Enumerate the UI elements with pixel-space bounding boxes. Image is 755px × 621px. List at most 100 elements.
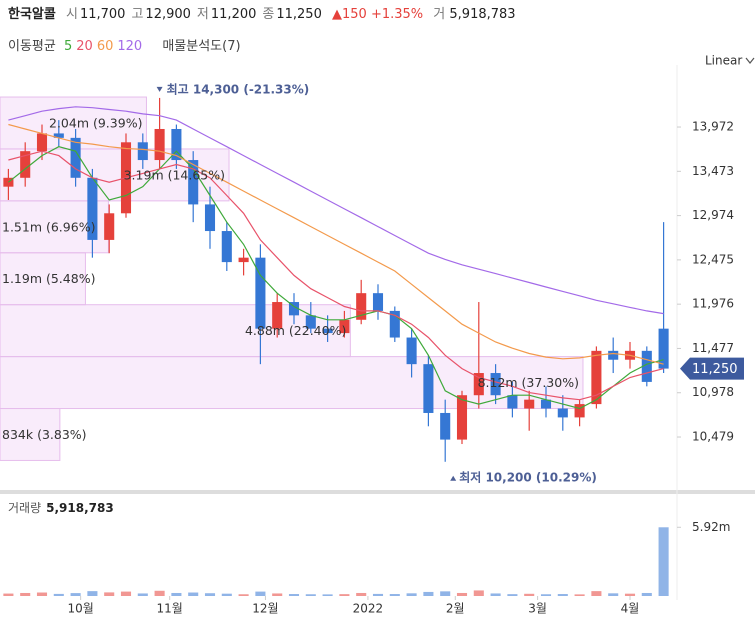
candle-body bbox=[288, 302, 300, 316]
analysis-toggle[interactable]: 매물분석도(7) bbox=[162, 39, 241, 54]
volume-bar bbox=[188, 592, 199, 596]
volume-bar bbox=[540, 594, 552, 596]
candle-body bbox=[20, 151, 31, 178]
x-tick-label: 10월 bbox=[67, 602, 93, 616]
legend-items: 5 20 60 120 bbox=[64, 39, 146, 54]
volume-bar bbox=[658, 527, 669, 596]
y-tick-label: 10,978 bbox=[692, 385, 734, 399]
profile-label: 834k (3.83%) bbox=[2, 427, 87, 442]
volume-bar bbox=[524, 593, 535, 596]
volume-title-label: 거래량 bbox=[8, 501, 41, 515]
ma-legend[interactable]: 이동평균 5 20 60 120 매물분석도(7) bbox=[8, 35, 245, 54]
ma-line bbox=[8, 106, 664, 315]
candle-body bbox=[70, 137, 81, 178]
field-value: 11,200 bbox=[210, 7, 257, 22]
candle-body bbox=[591, 350, 602, 405]
volume-bar bbox=[272, 593, 283, 596]
volume-bar bbox=[591, 591, 602, 596]
candle-body bbox=[339, 319, 350, 334]
legend-entry: 60 bbox=[96, 39, 114, 54]
quote-header: 한국알콜 시 11,700 고 12,900 저 11,200 종 11,250 ▲150 +… bbox=[8, 3, 516, 22]
change: ▲150 bbox=[332, 7, 367, 22]
field-value: 11,700 bbox=[79, 7, 126, 22]
volume-bar bbox=[20, 592, 31, 596]
y-tick-label: 10,479 bbox=[692, 430, 734, 444]
field-value: 11,250 bbox=[276, 7, 322, 22]
candle-body bbox=[53, 133, 64, 138]
volume-bar bbox=[3, 593, 14, 596]
volume-bar bbox=[473, 590, 484, 596]
scale-menu[interactable]: Linear bbox=[705, 54, 742, 68]
candle-body bbox=[440, 412, 451, 440]
volume-bar bbox=[288, 594, 300, 596]
field-label: 저 bbox=[196, 7, 209, 22]
profile-label: 1.51m (6.96%) bbox=[2, 219, 95, 234]
x-tick-label: 2월 bbox=[446, 602, 465, 616]
volume-bar bbox=[356, 592, 367, 596]
y-tick-label: 11,477 bbox=[692, 341, 734, 355]
profile-label: 8.12m (37.30%) bbox=[478, 375, 579, 390]
candle-body bbox=[3, 177, 14, 187]
volume-bar bbox=[440, 591, 451, 596]
volume-bar bbox=[641, 592, 652, 596]
volume-bar bbox=[423, 591, 434, 596]
low-note: 최저 10,200 (10.29%) bbox=[459, 469, 597, 484]
profile-bar bbox=[0, 408, 61, 461]
candle-body bbox=[406, 337, 417, 365]
candle-body bbox=[524, 399, 535, 409]
ma-line bbox=[8, 123, 664, 365]
candle-body bbox=[305, 315, 316, 329]
volume-bar bbox=[372, 593, 384, 596]
candle-body bbox=[490, 373, 501, 396]
volume-tick-label: 5.92m bbox=[692, 520, 730, 534]
volume-bar bbox=[204, 593, 216, 596]
low-marker bbox=[450, 475, 457, 481]
volume-bar bbox=[87, 591, 98, 596]
volume-bar bbox=[221, 593, 232, 596]
candle-body bbox=[104, 213, 115, 240]
candle-body bbox=[322, 328, 333, 334]
volume-bar bbox=[36, 592, 48, 596]
candle-body bbox=[36, 133, 48, 152]
profile-label: 4.88m (22.40%) bbox=[245, 323, 346, 338]
field-label: 고 bbox=[131, 7, 144, 22]
high-marker bbox=[156, 86, 163, 92]
legend-title: 이동평균 bbox=[8, 39, 56, 54]
volume-bar bbox=[104, 592, 115, 596]
candle-body bbox=[473, 373, 484, 396]
ma-line bbox=[8, 146, 664, 410]
candle-body bbox=[658, 328, 669, 369]
candle-body bbox=[389, 310, 400, 338]
field-label: 시 bbox=[65, 7, 78, 22]
quote-fields: 시 11,700 고 12,900 저 11,200 종 11,250 bbox=[60, 7, 322, 22]
volume-bar bbox=[137, 593, 148, 596]
volume-bar bbox=[574, 594, 585, 596]
stock-name: 한국알콜 bbox=[8, 7, 56, 22]
profile-label: 2.04m (9.39%) bbox=[49, 115, 142, 130]
x-tick-label: 12월 bbox=[252, 602, 278, 616]
volume-bar bbox=[154, 590, 165, 596]
field-label: 종 bbox=[262, 7, 275, 22]
candle-body bbox=[255, 257, 266, 329]
volume-label: 거 bbox=[433, 7, 446, 22]
volume-bar bbox=[406, 593, 417, 596]
volume-bar bbox=[608, 593, 619, 596]
volume-bar bbox=[490, 593, 501, 596]
volume-bar bbox=[120, 591, 132, 596]
candle-body bbox=[540, 399, 552, 409]
candle-body bbox=[356, 293, 367, 320]
x-tick-label: 2022 bbox=[353, 602, 384, 616]
candle-body bbox=[87, 177, 98, 240]
candle-body bbox=[456, 395, 468, 440]
volume-title-value: 5,918,783 bbox=[46, 501, 114, 515]
candle-body bbox=[171, 128, 182, 161]
x-tick-label: 11월 bbox=[157, 602, 183, 616]
volume-bar bbox=[456, 592, 468, 596]
candle-body bbox=[608, 350, 619, 360]
candle-body bbox=[641, 350, 652, 382]
ma-line bbox=[8, 150, 664, 401]
candle-body bbox=[204, 204, 216, 232]
candle-body bbox=[238, 257, 249, 263]
